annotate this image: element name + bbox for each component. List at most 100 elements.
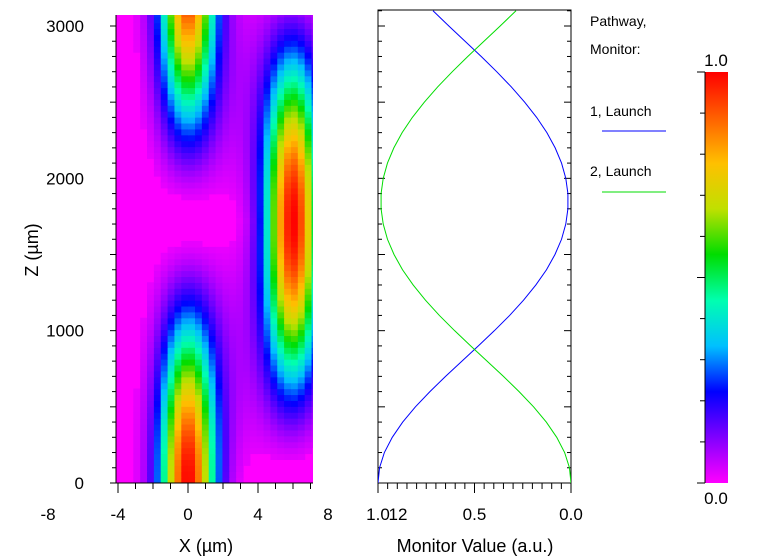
heatmap-cell xyxy=(208,246,217,254)
heatmap-cell xyxy=(325,294,332,301)
heatmap-cell xyxy=(147,69,155,77)
heatmap-cell xyxy=(284,99,292,106)
heatmap-cell xyxy=(339,312,346,319)
heatmap-cell xyxy=(311,311,313,319)
heatmap-cell xyxy=(263,217,271,224)
heatmap-cell xyxy=(242,34,251,41)
heatmap-cell xyxy=(236,111,244,118)
heatmap-cell xyxy=(270,46,278,53)
heatmap-cell xyxy=(284,229,292,236)
heatmap-cell xyxy=(222,128,230,136)
heatmap-cell xyxy=(167,447,176,455)
heatmap-cell xyxy=(256,111,265,118)
heatmap-cell xyxy=(311,382,313,390)
heatmap-cell xyxy=(263,435,271,443)
heatmap-cell xyxy=(167,46,176,53)
heatmap-cell xyxy=(160,152,169,159)
heatmap-cell xyxy=(229,176,237,183)
heatmap-cell xyxy=(174,105,182,112)
heatmap-cell xyxy=(277,305,285,313)
heatmap-cell xyxy=(195,394,203,401)
heatmap-cell xyxy=(167,52,176,59)
heatmap-cell xyxy=(318,235,325,242)
legend: Pathway, Monitor: 1, Launch 2, Launch xyxy=(590,13,666,193)
heatmap-cell xyxy=(242,294,251,301)
heatmap-cell xyxy=(332,141,339,148)
heatmap-cell xyxy=(256,193,265,201)
heatmap-cell xyxy=(174,453,182,460)
heatmap-cell xyxy=(195,164,203,171)
heatmap-cell xyxy=(242,217,251,224)
heatmap-cell xyxy=(236,323,244,331)
heatmap-cell xyxy=(270,117,278,124)
heatmap-cell xyxy=(318,436,325,443)
heatmap-cell xyxy=(222,477,230,483)
heatmap-cell xyxy=(208,52,217,59)
heatmap-cell xyxy=(249,69,258,77)
heatmap-cell xyxy=(160,122,169,130)
heatmap-cell xyxy=(304,117,313,124)
heatmap-cell xyxy=(318,271,325,278)
heatmap-cell xyxy=(181,477,189,483)
heatmap-cell xyxy=(270,69,278,77)
heatmap-cell xyxy=(174,111,182,118)
heatmap-cell xyxy=(325,141,332,148)
heatmap-cell xyxy=(325,34,332,41)
heatmap-cell xyxy=(236,353,244,360)
heatmap-cell xyxy=(256,364,265,372)
heatmap-cell xyxy=(249,40,258,47)
heatmap-cell xyxy=(153,376,162,384)
heatmap-cell xyxy=(263,140,271,148)
heatmap-axes xyxy=(115,15,313,484)
heatmap-cell xyxy=(153,99,162,106)
heatmap-cell xyxy=(208,158,217,165)
heatmap-cell xyxy=(222,282,230,289)
heatmap-cell xyxy=(160,93,169,100)
heatmap-cell xyxy=(140,388,148,396)
heatmap-cell xyxy=(242,353,251,360)
heatmap-cell xyxy=(256,370,265,378)
heatmap-cell xyxy=(201,46,210,53)
heatmap-cell xyxy=(140,364,148,372)
heatmap-cell xyxy=(249,235,258,242)
heatmap-cell xyxy=(229,276,237,283)
heatmap-cell xyxy=(297,400,306,407)
heatmap-cell xyxy=(263,52,271,59)
heatmap-cell xyxy=(167,152,176,159)
heatmap-cell xyxy=(181,300,189,307)
heatmap-cell xyxy=(304,258,313,266)
heatmap-cell xyxy=(174,128,182,136)
heatmap-cell xyxy=(242,111,251,118)
heatmap-cell xyxy=(318,312,325,319)
heatmap-cell xyxy=(290,140,299,148)
heatmap-cell xyxy=(311,229,313,236)
heatmap-cell xyxy=(297,364,306,372)
heatmap-cell xyxy=(277,323,285,331)
heatmap-cell xyxy=(242,99,251,106)
heatmap-cell xyxy=(195,170,203,177)
heatmap-cell xyxy=(140,353,148,360)
heatmap-cell xyxy=(332,271,339,278)
heatmap-cell xyxy=(256,376,265,384)
heatmap-cell xyxy=(304,217,313,224)
heatmap-cell xyxy=(174,99,182,106)
heatmap-cell xyxy=(147,52,155,59)
heatmap-cell xyxy=(147,63,155,71)
heatmap-cell xyxy=(236,87,244,94)
heatmap-cell xyxy=(284,447,292,455)
heatmap-cell xyxy=(236,435,244,443)
heatmap-cell xyxy=(174,152,182,159)
heatmap-cell xyxy=(304,93,313,100)
heatmap-cell xyxy=(290,28,299,35)
heatmap-cell xyxy=(290,217,299,224)
heatmap-cell xyxy=(332,324,339,331)
heatmap-cell xyxy=(325,40,332,47)
heatmap-cell xyxy=(236,217,244,224)
heatmap-cell xyxy=(201,75,210,83)
heatmap-cell xyxy=(284,359,292,366)
heatmap-cell xyxy=(311,205,313,213)
heatmap-cell xyxy=(147,305,155,313)
heatmap-cell xyxy=(174,87,182,94)
heatmap-cell xyxy=(263,418,271,425)
